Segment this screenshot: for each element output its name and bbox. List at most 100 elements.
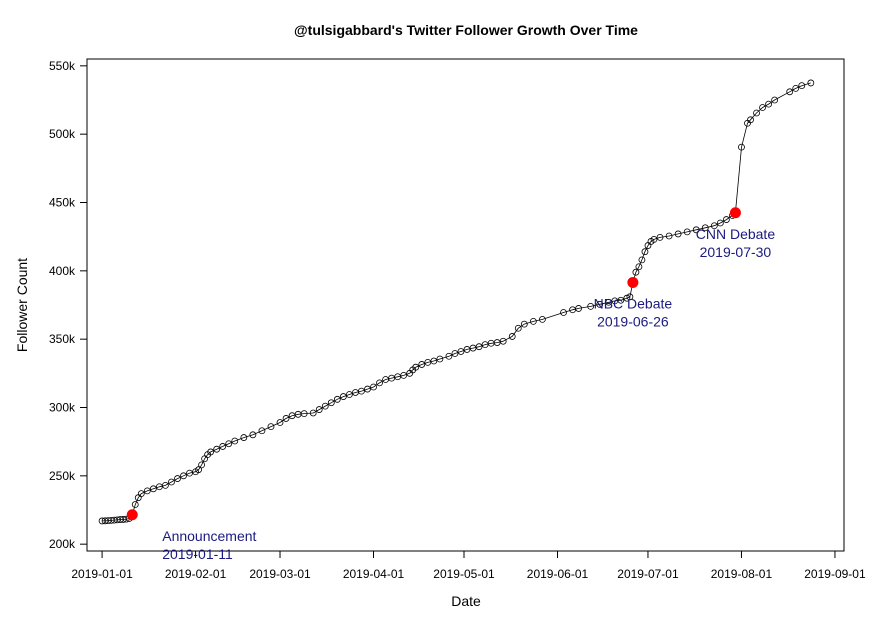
data-point <box>430 357 438 365</box>
data-point <box>358 387 365 395</box>
data-point <box>738 143 745 151</box>
y-tick-label: 300k <box>49 401 76 415</box>
highlight-point <box>627 276 639 288</box>
data-point <box>174 475 181 482</box>
x-tick-label: 2019-06-01 <box>527 567 589 581</box>
data-point <box>539 315 546 323</box>
data-point <box>418 361 426 368</box>
data-point <box>807 79 815 87</box>
data-point <box>665 232 673 240</box>
data-point <box>710 222 718 230</box>
y-tick-label: 450k <box>49 196 76 210</box>
annotation-label: Announcement <box>162 528 256 544</box>
data-point <box>798 82 806 90</box>
x-tick-label: 2019-01-01 <box>71 567 133 581</box>
data-point <box>650 235 658 243</box>
x-tick-label: 2019-05-01 <box>433 567 495 581</box>
x-axis-label: Date <box>451 593 481 609</box>
data-point <box>143 487 151 495</box>
data-point <box>514 324 522 332</box>
data-point <box>240 434 248 441</box>
data-point <box>231 437 239 445</box>
data-point <box>457 348 465 355</box>
y-axis-label: Follower Count <box>14 258 30 352</box>
y-tick-label: 350k <box>49 332 76 346</box>
data-point <box>276 419 284 426</box>
data-point <box>195 466 202 474</box>
data-point <box>641 248 649 256</box>
data-point <box>327 399 335 407</box>
data-point <box>376 379 383 387</box>
data-point <box>716 219 724 227</box>
annotation-label: NBC Debate <box>594 295 673 311</box>
data-point <box>219 443 227 450</box>
data-point <box>722 216 730 223</box>
data-point <box>249 431 257 439</box>
data-point <box>560 309 567 316</box>
data-point <box>149 485 157 493</box>
annotation-date: 2019-07-30 <box>700 244 772 260</box>
y-tick-label: 550k <box>49 59 76 73</box>
data-point <box>529 317 537 325</box>
data-point <box>258 427 266 435</box>
data-point <box>309 409 317 417</box>
plot-area: 2019-01-01 2019-02-01 2019-03-01 2019-04-01… <box>49 58 866 581</box>
data-point <box>198 461 206 469</box>
data-point <box>638 256 646 264</box>
data-point <box>345 391 353 398</box>
highlight-point <box>126 509 138 521</box>
x-tick-label: 2019-07-01 <box>617 567 679 581</box>
x-tick-label: 2019-08-01 <box>711 567 773 581</box>
data-point <box>282 415 290 422</box>
data-point <box>180 472 187 480</box>
chart-title: @tulsigabbard's Twitter Follower Growth … <box>294 22 638 38</box>
data-point <box>370 383 377 391</box>
data-point <box>400 371 408 379</box>
annotation-date: 2019-01-11 <box>162 546 233 562</box>
data-point <box>300 410 308 418</box>
x-tick-label: 2019-03-01 <box>249 567 311 581</box>
data-point <box>339 393 347 400</box>
data-point <box>786 88 794 96</box>
y-tick-label: 500k <box>49 127 76 141</box>
annotation-label: CNN Debate <box>696 226 776 242</box>
data-point <box>451 350 459 357</box>
data-point <box>692 226 700 234</box>
data-point <box>617 296 625 304</box>
x-tick-label: 2019-02-01 <box>165 567 227 581</box>
data-point <box>207 448 215 456</box>
data-point <box>475 343 483 351</box>
data-point <box>499 337 507 345</box>
data-point <box>508 333 516 340</box>
y-tick-label: 200k <box>49 537 76 551</box>
data-point <box>520 320 528 328</box>
y-tick-label: 400k <box>49 264 76 278</box>
data-point <box>701 224 709 232</box>
data-point <box>759 104 766 111</box>
series-line <box>102 82 811 522</box>
data-point <box>213 445 221 453</box>
data-point <box>436 355 444 363</box>
data-point <box>162 481 169 489</box>
data-point <box>674 230 682 238</box>
data-point <box>771 96 779 104</box>
annotation-date: 2019-06-26 <box>597 313 669 329</box>
data-point <box>683 228 691 236</box>
data-point <box>315 406 323 413</box>
data-point <box>587 302 595 310</box>
x-tick-label: 2019-09-01 <box>804 567 866 581</box>
data-point <box>753 109 760 117</box>
data-point <box>333 395 341 403</box>
plot-frame <box>86 58 845 552</box>
data-point <box>596 300 604 308</box>
data-point <box>656 233 664 241</box>
data-point <box>364 385 371 393</box>
data-point <box>765 100 773 108</box>
data-point <box>131 501 139 508</box>
data-point <box>445 352 453 360</box>
data-point <box>626 293 634 301</box>
data-point <box>267 423 275 431</box>
x-tick-label: 2019-04-01 <box>343 567 405 581</box>
data-point <box>137 490 145 498</box>
